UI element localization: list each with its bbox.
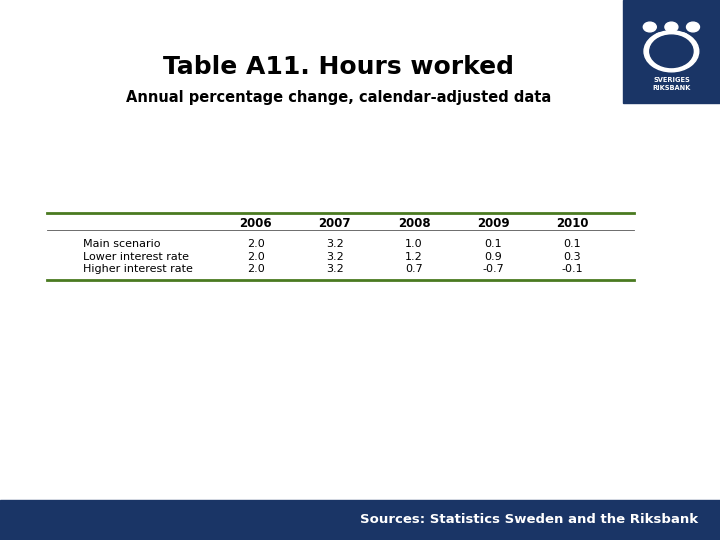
Text: 1.0: 1.0 [405, 239, 423, 249]
Text: 0.9: 0.9 [485, 252, 502, 261]
Text: 2.0: 2.0 [247, 239, 264, 249]
Text: 2.0: 2.0 [247, 264, 264, 274]
Text: 0.3: 0.3 [564, 252, 581, 261]
Text: Main scenario: Main scenario [83, 239, 161, 249]
Text: 2010: 2010 [556, 217, 589, 230]
Text: Higher interest rate: Higher interest rate [83, 264, 193, 274]
Text: 3.2: 3.2 [326, 239, 343, 249]
Text: Annual percentage change, calendar-adjusted data: Annual percentage change, calendar-adjus… [126, 90, 551, 105]
Text: 0.1: 0.1 [564, 239, 581, 249]
Text: 2008: 2008 [397, 217, 431, 230]
Text: 0.1: 0.1 [485, 239, 502, 249]
Text: 2.0: 2.0 [247, 252, 264, 261]
Text: 3.2: 3.2 [326, 252, 343, 261]
Text: SVERIGES
RIKSBANK: SVERIGES RIKSBANK [652, 77, 690, 91]
Text: 1.2: 1.2 [405, 252, 423, 261]
Text: 3.2: 3.2 [326, 264, 343, 274]
Text: Lower interest rate: Lower interest rate [83, 252, 189, 261]
Text: -0.7: -0.7 [482, 264, 504, 274]
Text: 2006: 2006 [239, 217, 272, 230]
Text: 0.7: 0.7 [405, 264, 423, 274]
Text: Sources: Statistics Sweden and the Riksbank: Sources: Statistics Sweden and the Riksb… [360, 513, 698, 526]
Text: 2007: 2007 [318, 217, 351, 230]
Text: Table A11. Hours worked: Table A11. Hours worked [163, 56, 514, 79]
Text: 2009: 2009 [477, 217, 510, 230]
Text: -0.1: -0.1 [562, 264, 583, 274]
